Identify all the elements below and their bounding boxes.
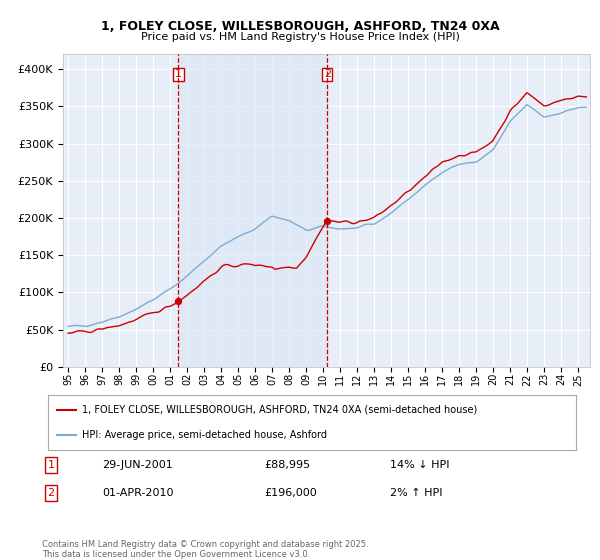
Text: 2: 2: [323, 69, 331, 79]
Text: 1, FOLEY CLOSE, WILLESBOROUGH, ASHFORD, TN24 0XA (semi-detached house): 1, FOLEY CLOSE, WILLESBOROUGH, ASHFORD, …: [82, 405, 478, 415]
Text: 2: 2: [47, 488, 55, 498]
Text: 2% ↑ HPI: 2% ↑ HPI: [390, 488, 443, 498]
Text: HPI: Average price, semi-detached house, Ashford: HPI: Average price, semi-detached house,…: [82, 430, 328, 440]
Text: 29-JUN-2001: 29-JUN-2001: [102, 460, 173, 470]
Point: [173, 296, 183, 305]
Text: Price paid vs. HM Land Registry's House Price Index (HPI): Price paid vs. HM Land Registry's House …: [140, 32, 460, 43]
Text: 01-APR-2010: 01-APR-2010: [102, 488, 173, 498]
Text: 1: 1: [47, 460, 55, 470]
Bar: [178, 54, 327, 367]
Text: 1: 1: [175, 69, 182, 79]
Text: 1, FOLEY CLOSE, WILLESBOROUGH, ASHFORD, TN24 0XA: 1, FOLEY CLOSE, WILLESBOROUGH, ASHFORD, …: [101, 20, 499, 32]
Text: Contains HM Land Registry data © Crown copyright and database right 2025.
This d: Contains HM Land Registry data © Crown c…: [42, 540, 368, 559]
Text: £196,000: £196,000: [264, 488, 317, 498]
Text: 14% ↓ HPI: 14% ↓ HPI: [390, 460, 449, 470]
Text: £88,995: £88,995: [264, 460, 310, 470]
Point: [322, 217, 332, 226]
